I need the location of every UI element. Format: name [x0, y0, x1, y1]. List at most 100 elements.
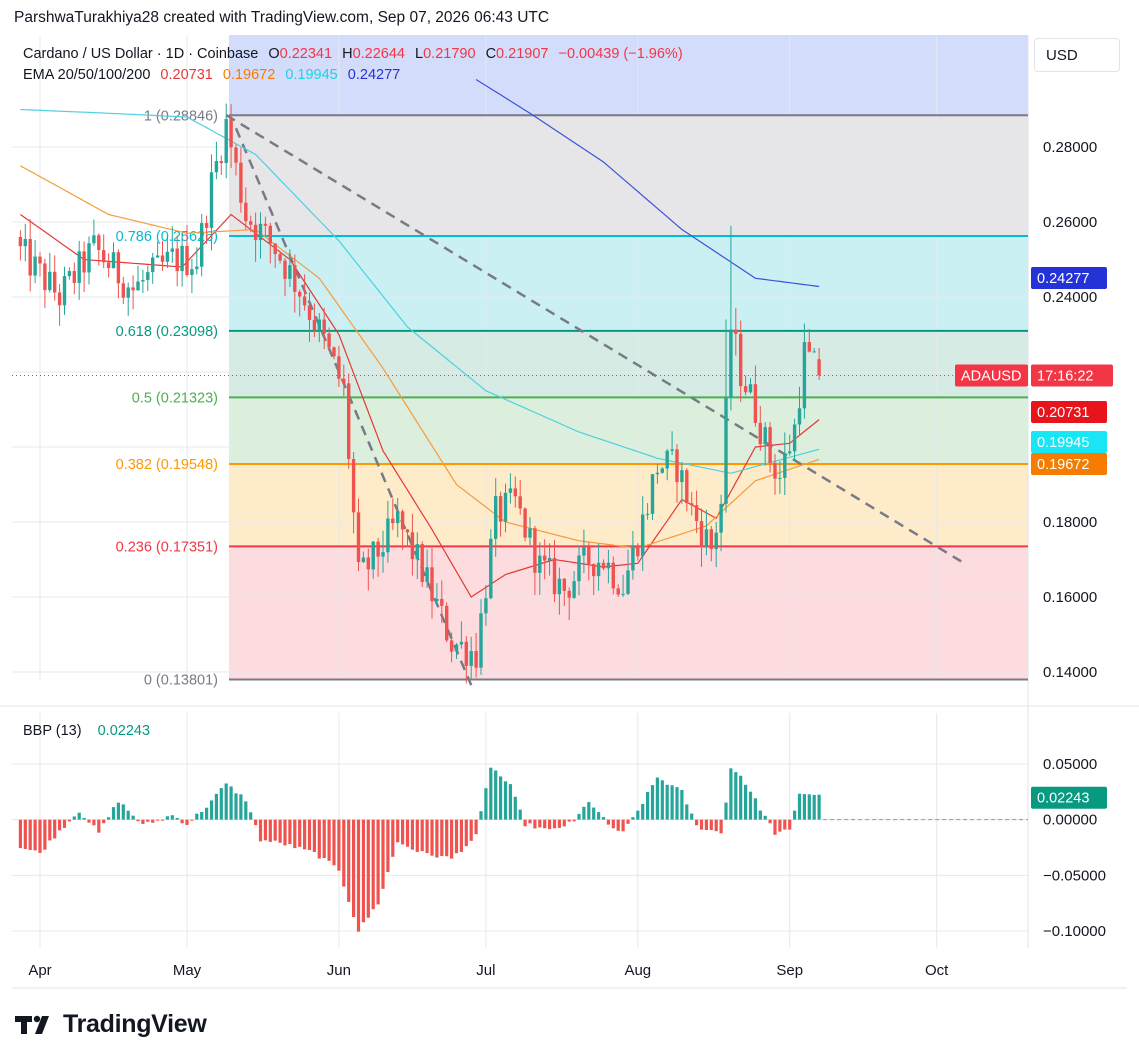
bbp-bar[interactable]	[626, 819, 630, 824]
candle[interactable]	[797, 408, 802, 425]
candle[interactable]	[489, 538, 493, 599]
bbp-bar[interactable]	[288, 819, 292, 845]
bbp-bar[interactable]	[420, 819, 424, 852]
bbp-bar[interactable]	[146, 819, 150, 822]
bbp-bar[interactable]	[646, 791, 650, 820]
candle[interactable]	[106, 262, 111, 269]
bbp-bar[interactable]	[797, 793, 802, 820]
bbp-bar[interactable]	[753, 798, 757, 820]
bbp-bar[interactable]	[724, 802, 728, 820]
candle[interactable]	[18, 237, 23, 247]
bbp-bar[interactable]	[87, 819, 91, 823]
bbp-bar[interactable]	[254, 819, 258, 826]
candle[interactable]	[155, 255, 160, 258]
bbp-bar[interactable]	[332, 819, 336, 866]
bbp-bar[interactable]	[699, 819, 704, 830]
bbp-bar[interactable]	[680, 789, 684, 820]
candle[interactable]	[592, 564, 596, 577]
candles[interactable]	[18, 103, 821, 684]
bbp-bar[interactable]	[312, 819, 316, 852]
bbp-bar[interactable]	[303, 819, 307, 850]
bbp-bar[interactable]	[160, 819, 165, 821]
bbp-bar[interactable]	[273, 819, 277, 841]
candle[interactable]	[562, 578, 566, 591]
bbp-bar[interactable]	[151, 819, 155, 823]
candle[interactable]	[626, 570, 630, 594]
bbp-bar[interactable]	[552, 819, 557, 829]
bbp-bar[interactable]	[606, 819, 610, 825]
bbp-bar[interactable]	[234, 793, 238, 820]
bbp-bar[interactable]	[587, 802, 591, 820]
candle[interactable]	[743, 386, 748, 393]
bbp-bar[interactable]	[156, 819, 160, 821]
bbp-bar[interactable]	[53, 819, 57, 839]
candle[interactable]	[709, 529, 713, 550]
candle[interactable]	[631, 546, 635, 571]
bbp-bar[interactable]	[793, 810, 797, 820]
candle[interactable]	[67, 271, 72, 277]
bbp-bar[interactable]	[484, 788, 488, 820]
candle[interactable]	[381, 552, 385, 557]
bbp-bar[interactable]	[219, 788, 223, 820]
candle[interactable]	[694, 505, 699, 522]
candle[interactable]	[87, 243, 91, 273]
symbol-legend[interactable]: Cardano / US Dollar · 1D · Coinbase O0.2…	[23, 46, 683, 62]
bbp-histogram[interactable]	[18, 767, 1028, 932]
candle[interactable]	[748, 384, 753, 393]
bbp-bar[interactable]	[307, 819, 312, 851]
candle[interactable]	[180, 245, 184, 272]
bbp-bar[interactable]	[695, 819, 699, 826]
bbp-bar[interactable]	[734, 772, 738, 820]
candle[interactable]	[102, 250, 106, 263]
bbp-bar[interactable]	[812, 794, 816, 820]
bbp-bar[interactable]	[38, 819, 42, 853]
candle[interactable]	[724, 397, 728, 504]
candle[interactable]	[190, 269, 194, 276]
candle[interactable]	[53, 271, 57, 293]
candle[interactable]	[317, 319, 321, 331]
bbp-bar[interactable]	[82, 817, 86, 820]
bbp-bar[interactable]	[611, 819, 615, 829]
candle[interactable]	[425, 567, 429, 582]
bbp-bar[interactable]	[92, 819, 96, 826]
candle[interactable]	[435, 598, 439, 602]
bbp-bar[interactable]	[709, 819, 713, 830]
candle[interactable]	[48, 271, 52, 291]
bbp-bar[interactable]	[337, 819, 341, 871]
candle[interactable]	[293, 265, 297, 292]
candle[interactable]	[753, 384, 758, 423]
bbp-bar[interactable]	[543, 819, 547, 829]
candle[interactable]	[302, 296, 307, 306]
bbp-bar[interactable]	[209, 800, 214, 820]
candle[interactable]	[420, 544, 424, 582]
bbp-bar[interactable]	[376, 819, 380, 905]
bbp-bar[interactable]	[268, 819, 272, 842]
candle[interactable]	[552, 557, 557, 595]
bbp-bar[interactable]	[366, 819, 370, 918]
bbp-bar[interactable]	[425, 819, 429, 853]
candle[interactable]	[234, 147, 238, 163]
bbp-bar[interactable]	[763, 815, 767, 820]
bbp-bar[interactable]	[518, 809, 522, 820]
bbp-bar[interactable]	[244, 801, 248, 820]
candle[interactable]	[538, 555, 542, 573]
candle[interactable]	[298, 291, 302, 297]
bbp-bar[interactable]	[445, 819, 449, 857]
candle[interactable]	[283, 260, 287, 279]
bbp-bar[interactable]	[229, 786, 233, 820]
bbp-bar[interactable]	[783, 819, 787, 830]
candle[interactable]	[200, 223, 204, 267]
candle[interactable]	[665, 450, 669, 469]
candle[interactable]	[636, 546, 640, 557]
bbp-bar[interactable]	[214, 793, 218, 820]
bbp-bar[interactable]	[802, 794, 806, 820]
candle[interactable]	[675, 449, 679, 483]
bbp-bar[interactable]	[489, 767, 493, 820]
candle[interactable]	[587, 547, 591, 565]
bbp-bar[interactable]	[396, 819, 400, 843]
candle[interactable]	[224, 118, 228, 164]
bbp-bar[interactable]	[263, 819, 267, 841]
candle[interactable]	[312, 319, 317, 331]
bbp-bar[interactable]	[77, 812, 81, 820]
candle[interactable]	[474, 651, 478, 668]
